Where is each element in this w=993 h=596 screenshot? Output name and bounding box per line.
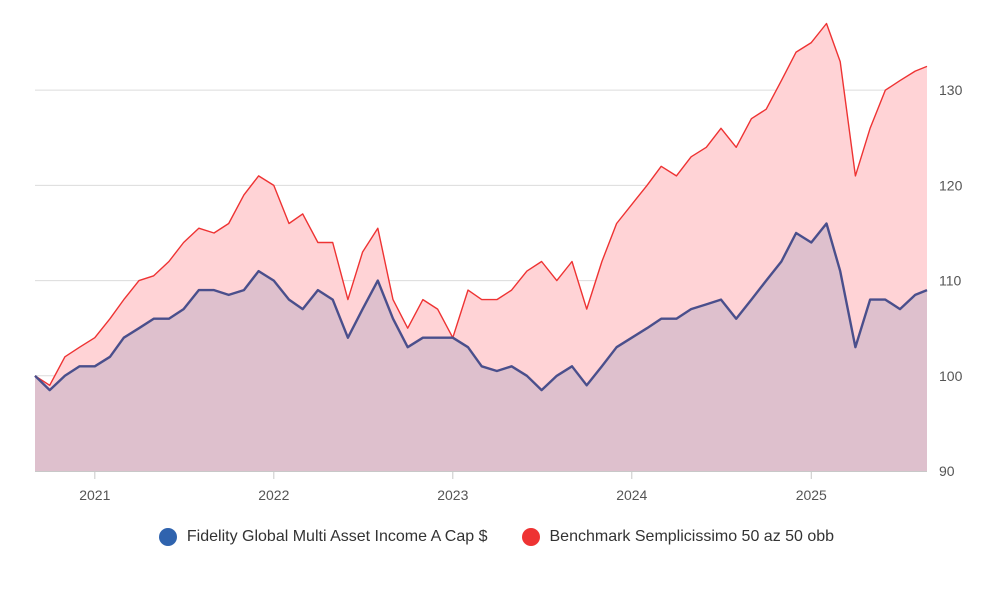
legend-label-benchmark: Benchmark Semplicissimo 50 az 50 obb [549,528,835,545]
series-line-fund [34,222,928,392]
series-area-fund [35,223,927,471]
x-tick-label: 2023 [437,487,468,503]
series-line-benchmark [34,22,928,386]
legend-item-benchmark[interactable]: Benchmark Semplicissimo 50 az 50 obb [521,528,835,546]
y-tick-label: 90 [939,463,955,479]
y-tick-label: 100 [939,368,963,384]
x-tick-label: 2024 [616,487,647,503]
axes: 90 100 110 120 130 2021 2022 2023 2024 2025 [35,82,963,503]
legend-dot-fund [158,528,177,546]
y-tick-label: 120 [939,177,963,193]
series-lines [34,22,928,392]
legend-item-fund[interactable]: Fidelity Global Multi Asset Income A Cap… [158,528,488,546]
x-tick-label: 2025 [796,487,827,503]
legend-label-fund: Fidelity Global Multi Asset Income A Cap… [186,528,488,545]
y-tick-label: 130 [939,82,963,98]
x-tick-label: 2021 [79,487,110,503]
legend-dot-benchmark [521,528,540,546]
legend: Fidelity Global Multi Asset Income A Cap… [0,528,993,546]
x-tick-label: 2022 [258,487,289,503]
y-tick-label: 110 [939,273,962,289]
series-areas [35,23,927,471]
